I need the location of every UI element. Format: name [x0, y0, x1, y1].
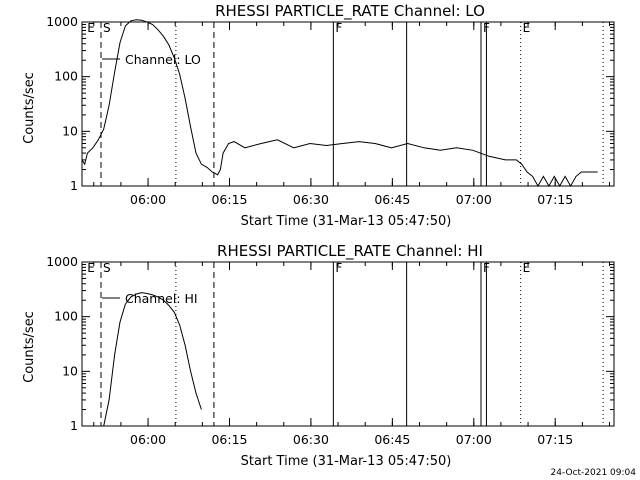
ytick-label-hi-2: 100: [54, 309, 78, 324]
event-marker-label-hi-0: E: [87, 261, 95, 275]
ytick-label-lo-3: 1000: [46, 14, 78, 29]
event-marker-label-hi-1: S: [103, 261, 111, 275]
xlabel-lo: Start Time (31-Mar-13 05:47:50): [241, 214, 452, 229]
ytick-label-hi-1: 10: [62, 363, 78, 378]
xtick-label-lo-5: 07:15: [537, 192, 573, 207]
series-lo: [81, 19, 598, 188]
axes-lo: [81, 21, 615, 187]
ytick-label-hi-3: 1000: [46, 254, 78, 269]
ticks-lo: 1 10 100 1000 06:00 06:15 06:30 06:45 07:00 07:15: [46, 14, 614, 207]
event-marker-label-lo-4: F: [335, 21, 342, 35]
ytick-label-lo-1: 10: [62, 123, 78, 138]
event-marker-label-lo-1: S: [103, 21, 111, 35]
chart-panel-lo: RHESSI PARTICLE_RATE Channel: LO Counts/…: [22, 2, 615, 229]
event-marker-label-hi-8: E: [523, 261, 531, 275]
xtick-label-hi-3: 06:45: [374, 432, 410, 447]
plot-frame-hi: [81, 261, 615, 427]
plot-frame-lo: [81, 21, 615, 187]
xtick-label-lo-1: 06:15: [211, 192, 247, 207]
ticks-hi: 1 10 100 1000 06:00 06:15 06:30 06:45 07:00 07:15: [46, 254, 614, 447]
ylabel-lo: Counts/sec: [22, 72, 37, 144]
xtick-label-hi-0: 06:00: [130, 432, 166, 447]
xtick-label-hi-4: 07:00: [456, 432, 492, 447]
legend-label-lo: Channel: LO: [125, 52, 201, 67]
chart-panel-hi: RHESSI PARTICLE_RATE Channel: HI Counts/…: [22, 242, 615, 469]
xlabel-hi: Start Time (31-Mar-13 05:47:50): [241, 454, 452, 469]
chart-title-lo: RHESSI PARTICLE_RATE Channel: LO: [215, 2, 485, 21]
markers-lo: ESFFE: [87, 21, 604, 186]
event-marker-label-lo-0: E: [87, 21, 95, 35]
xtick-label-lo-3: 06:45: [374, 192, 410, 207]
ytick-label-lo-2: 100: [54, 69, 78, 84]
series-line-hi-0: [103, 292, 202, 427]
footer-timestamp: 24-Oct-2021 09:04: [551, 468, 637, 478]
xtick-label-lo-4: 07:00: [456, 192, 492, 207]
series-line-lo-0: [81, 19, 598, 188]
event-marker-label-lo-8: E: [523, 21, 531, 35]
chart-title-hi: RHESSI PARTICLE_RATE Channel: HI: [217, 242, 483, 261]
ytick-label-hi-0: 1: [70, 418, 78, 433]
xtick-label-hi-1: 06:15: [211, 432, 247, 447]
series-hi: [103, 292, 202, 427]
ytick-label-lo-0: 1: [70, 178, 78, 193]
xtick-label-lo-0: 06:00: [130, 192, 166, 207]
ylabel-hi: Counts/sec: [22, 311, 37, 383]
event-marker-label-hi-4: F: [335, 261, 342, 275]
markers-hi: ESFFE: [87, 261, 604, 426]
xtick-label-lo-2: 06:30: [293, 192, 329, 207]
xtick-label-hi-5: 07:15: [537, 432, 573, 447]
axes-hi: [81, 261, 615, 427]
xtick-label-hi-2: 06:30: [293, 432, 329, 447]
